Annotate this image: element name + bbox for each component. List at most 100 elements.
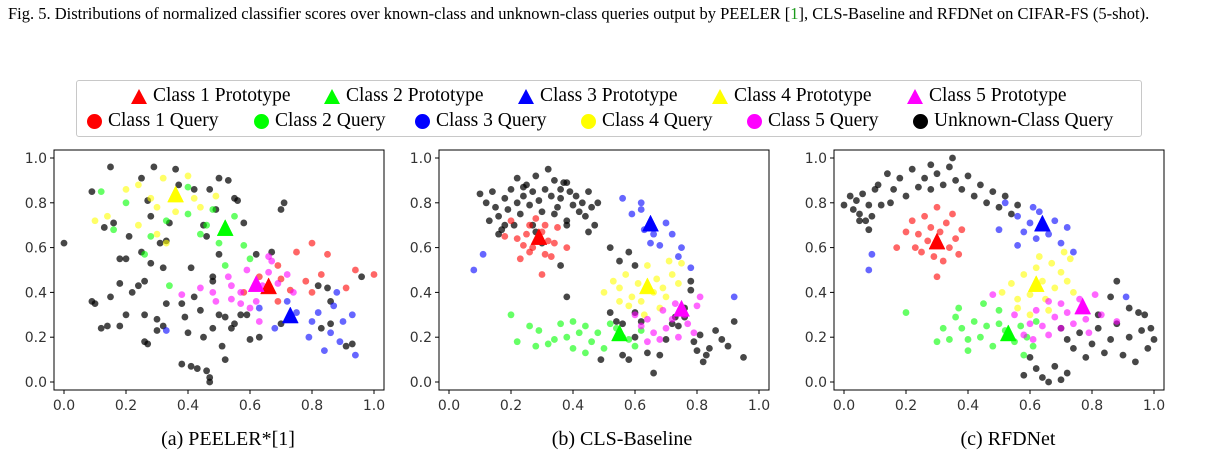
dot-marker-icon bbox=[913, 113, 928, 129]
unknown-query-point bbox=[699, 358, 707, 366]
unknown-query-point bbox=[712, 327, 719, 334]
class4-query-point bbox=[665, 257, 673, 265]
class3-query-point bbox=[678, 244, 685, 251]
class1-query-point bbox=[915, 230, 922, 238]
unknown-query-point bbox=[625, 356, 633, 363]
class1-query-point bbox=[342, 284, 350, 292]
legend-label: Class 3 Query bbox=[436, 110, 547, 131]
unknown-query-point bbox=[317, 324, 325, 332]
class1-query-point bbox=[317, 271, 325, 278]
scatter-panel-cls-baseline: 0.0 0.0 0.2 0.2 0.4 0.4 0.6 0.6 0.8 0.8 1.0 1.0 bbox=[405, 142, 775, 427]
class2-query-point bbox=[166, 282, 173, 290]
class1-query-point bbox=[274, 262, 282, 269]
x-tick-label: 0.0 bbox=[53, 398, 75, 414]
class2-query-point bbox=[197, 230, 204, 238]
class2-query-point bbox=[162, 217, 170, 225]
unknown-query-point bbox=[231, 320, 238, 328]
class1-query-point bbox=[949, 210, 956, 218]
class5-query-point bbox=[274, 280, 282, 287]
unknown-query-point bbox=[520, 192, 527, 200]
class5-query-point bbox=[696, 293, 704, 301]
unknown-query-point bbox=[606, 244, 614, 251]
class5-query-point bbox=[1045, 331, 1052, 339]
y-tick-label: 1.0 bbox=[410, 151, 432, 167]
class4-prototype-marker bbox=[638, 277, 656, 295]
class3-query-point bbox=[314, 309, 322, 316]
class5-query-point bbox=[246, 304, 254, 312]
class1-prototype-marker bbox=[530, 228, 548, 245]
unknown-query-point bbox=[1051, 362, 1059, 370]
y-tick-label: 0.2 bbox=[410, 330, 432, 346]
class1-query-point bbox=[924, 237, 932, 245]
class2-query-point bbox=[964, 336, 972, 343]
class4-query-point bbox=[184, 172, 192, 180]
class4-query-point bbox=[1070, 289, 1077, 296]
unknown-query-point bbox=[150, 163, 158, 171]
class5-query-point bbox=[668, 315, 676, 323]
unknown-query-point bbox=[221, 313, 229, 321]
class4-query-point bbox=[153, 203, 161, 211]
unknown-query-point bbox=[107, 163, 114, 171]
class1-query-point bbox=[955, 250, 963, 258]
unknown-query-point bbox=[234, 197, 242, 204]
x-tick-label: 0.4 bbox=[957, 398, 979, 414]
class3-prototype-marker bbox=[1033, 214, 1051, 232]
class2-query-point bbox=[952, 313, 959, 321]
class5-query-point bbox=[1029, 336, 1037, 343]
legend-label: Class 5 Prototype bbox=[929, 85, 1067, 106]
scatter-panel-rfdnet: 0.0 0.0 0.2 0.2 0.4 0.4 0.6 0.6 0.8 0.8 1.0 1.0 bbox=[800, 142, 1170, 427]
class4-query-point bbox=[678, 259, 685, 267]
unknown-query-point bbox=[178, 360, 186, 368]
class4-query-point bbox=[616, 297, 623, 305]
class4-query-point bbox=[637, 297, 645, 305]
unknown-query-point bbox=[221, 356, 229, 363]
class1-query-point bbox=[293, 248, 300, 256]
class5-query-point bbox=[644, 338, 651, 346]
class4-query-point bbox=[675, 280, 682, 287]
unknown-query-point bbox=[662, 336, 670, 343]
unknown-query-point bbox=[856, 210, 863, 218]
class4-query-point bbox=[197, 203, 204, 211]
unknown-query-point bbox=[1001, 192, 1009, 200]
unknown-query-point bbox=[110, 219, 117, 227]
unknown-query-point bbox=[1150, 336, 1158, 343]
unknown-query-point bbox=[588, 203, 595, 211]
class3-query-point bbox=[321, 347, 328, 355]
class5-query-point bbox=[228, 295, 235, 303]
class3-prototype-marker bbox=[281, 306, 299, 324]
caption-ref-link[interactable]: 1 bbox=[790, 4, 799, 23]
class1-query-point bbox=[324, 250, 331, 258]
unknown-query-point bbox=[557, 185, 564, 193]
unknown-query-point bbox=[859, 190, 866, 198]
unknown-query-point bbox=[122, 311, 130, 319]
class5-query-point bbox=[1113, 318, 1121, 325]
class1-query-point bbox=[507, 217, 515, 225]
unknown-query-point bbox=[1045, 378, 1052, 386]
class2-query-point bbox=[203, 221, 211, 229]
unknown-query-point bbox=[915, 183, 922, 191]
unknown-query-point bbox=[215, 311, 223, 319]
class4-query-point bbox=[1026, 291, 1034, 299]
class3-query-point bbox=[868, 250, 876, 258]
class2-query-point bbox=[569, 318, 577, 325]
unknown-query-point bbox=[243, 311, 251, 319]
class2-query-point bbox=[995, 320, 1003, 328]
y-tick-label: 0.8 bbox=[410, 196, 432, 212]
class3-query-point bbox=[339, 318, 347, 325]
unknown-query-point bbox=[184, 329, 192, 337]
triangle-marker-icon bbox=[324, 88, 340, 104]
unknown-query-point bbox=[566, 188, 574, 195]
unknown-query-point bbox=[569, 201, 577, 209]
class4-query-point bbox=[628, 293, 636, 301]
class1-query-point bbox=[911, 244, 919, 251]
class3-query-point bbox=[1014, 212, 1021, 220]
class1-query-point bbox=[908, 217, 916, 225]
plot-frame bbox=[53, 149, 385, 391]
class2-prototype-marker bbox=[216, 219, 234, 236]
unknown-query-point bbox=[687, 286, 695, 294]
class5-query-point bbox=[290, 289, 297, 296]
class3-query-point bbox=[1051, 217, 1059, 225]
class3-query-point bbox=[1070, 248, 1077, 256]
class5-query-point bbox=[178, 291, 186, 299]
class1-query-point bbox=[274, 297, 282, 305]
